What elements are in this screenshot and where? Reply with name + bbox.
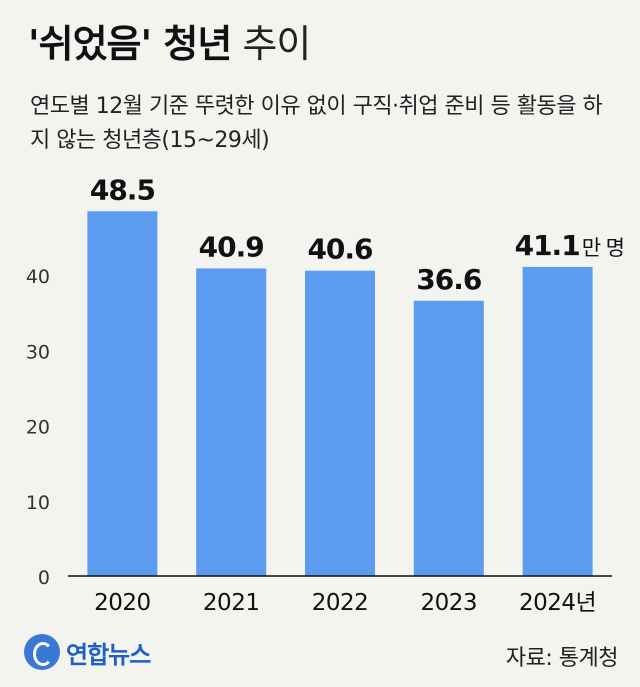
x-tick-label: 2022 xyxy=(312,590,369,616)
data-label-value: 40.6 xyxy=(307,233,372,266)
data-label: 48.5 xyxy=(90,173,155,206)
title-suffix: 추이 xyxy=(242,22,311,66)
bar xyxy=(522,266,593,576)
source-note: 자료: 통계청 xyxy=(505,646,619,671)
data-label: 40.6 xyxy=(307,233,372,266)
data-label-value: 48.5 xyxy=(90,173,155,206)
data-label-value: 40.9 xyxy=(199,230,264,263)
chart-title: '쉬었음' 청년 추이 xyxy=(28,20,311,68)
x-tick-label: 2024년 xyxy=(519,590,596,616)
y-tick-label: 20 xyxy=(26,417,50,439)
data-label-value: 41.1 xyxy=(515,229,580,262)
bar xyxy=(305,270,375,576)
data-label: 40.9 xyxy=(199,230,264,263)
x-tick-label: 2021 xyxy=(203,590,260,616)
title-main: '쉬었음' 청년 xyxy=(28,22,232,66)
data-label: 41.1만 명 xyxy=(515,229,624,262)
bar xyxy=(413,300,484,576)
x-tick-label: 2023 xyxy=(421,590,478,616)
data-label-value: 36.6 xyxy=(416,263,481,296)
yonhap-logo-icon xyxy=(24,634,60,670)
y-tick-label: 30 xyxy=(26,341,50,363)
yonhap-logo: 연합뉴스 xyxy=(24,634,151,670)
data-label: 36.6 xyxy=(416,263,481,296)
y-tick-label: 40 xyxy=(26,266,50,288)
data-label-unit: 만 명 xyxy=(582,236,624,260)
chart-subtitle: 연도별 12월 기준 뚜렷한 이유 없이 구직·취업 준비 등 활동을 하지 않… xyxy=(30,94,603,153)
x-tick-label: 2020 xyxy=(94,590,151,616)
bar xyxy=(87,211,158,576)
bar xyxy=(196,268,267,576)
y-tick-label: 10 xyxy=(26,492,50,514)
y-tick-label: 0 xyxy=(38,567,50,589)
logo-text: 연합뉴스 xyxy=(66,640,151,669)
